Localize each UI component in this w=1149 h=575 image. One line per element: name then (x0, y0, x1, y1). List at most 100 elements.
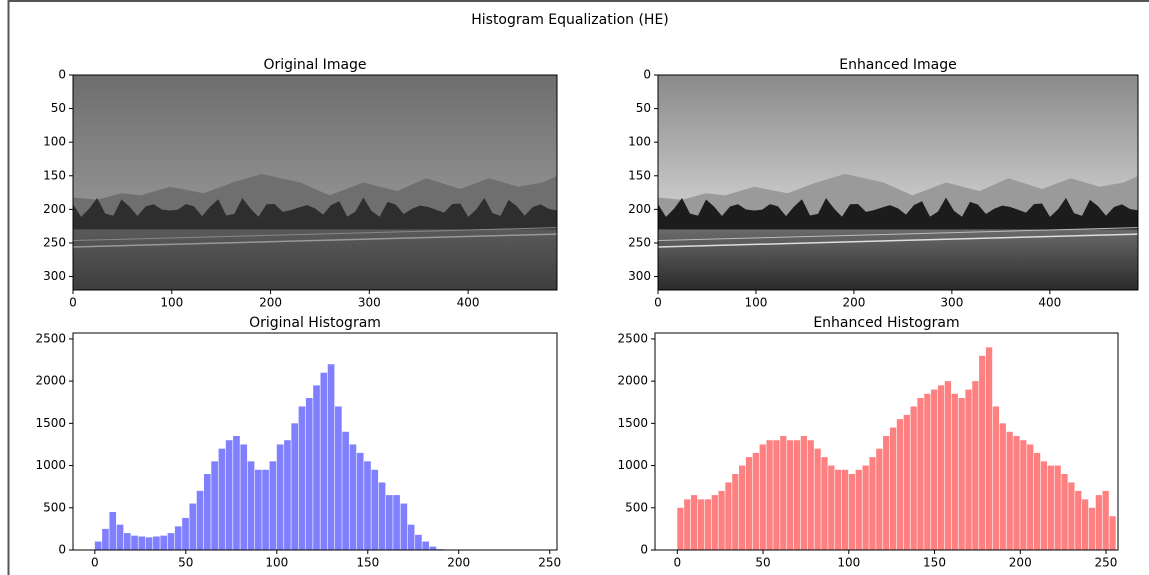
histogram-bar (342, 431, 349, 550)
histogram-bar (725, 482, 732, 550)
x-tick-label: 100 (837, 556, 860, 570)
histogram-bar (800, 436, 808, 550)
figure-title: Histogram Equalization (HE) (471, 12, 669, 28)
histogram-bar (1109, 516, 1116, 550)
histogram-bar (327, 364, 335, 550)
x-tick-label: 0 (91, 556, 99, 570)
histogram-bar (958, 398, 965, 550)
histogram-bar (814, 448, 821, 550)
histogram-bar (821, 457, 828, 550)
axes-frame (654, 332, 1119, 551)
histogram-bar (407, 524, 415, 550)
histogram-bar (855, 469, 862, 550)
histogram-bar (189, 503, 197, 550)
histogram-bar (889, 427, 897, 550)
histogram-bar (378, 482, 386, 550)
image-fence (72, 227, 558, 242)
histogram-bar (869, 457, 876, 550)
histogram-bar (116, 524, 124, 550)
histogram-bar (385, 495, 393, 550)
y-tick-label: 300 (628, 269, 651, 283)
x-tick-label: 0 (654, 296, 662, 310)
histogram-bar (773, 440, 780, 550)
histogram-bar (807, 440, 814, 550)
histogram-bar (233, 436, 240, 550)
axes: Original Image 0 100 200 300 400 0 50 100 150 200 2… (43, 57, 558, 310)
axes-frame (657, 74, 1139, 291)
histogram-bar (400, 503, 408, 550)
y-tick-label: 150 (43, 168, 66, 182)
histogram-bar (1047, 465, 1054, 550)
axes-title: Original Image (263, 57, 366, 73)
histogram-bar (160, 535, 168, 550)
histogram-bar (94, 541, 102, 550)
histogram-bar (262, 469, 269, 550)
histogram-bar (896, 419, 904, 550)
histogram-bar (153, 536, 160, 550)
histogram-bar (1027, 444, 1034, 550)
histogram-bar (1102, 490, 1109, 550)
histogram-bar (1095, 495, 1102, 550)
y-tick-label: 0 (640, 543, 648, 557)
histogram-bar (269, 461, 277, 550)
x-tick-label: 200 (259, 296, 282, 310)
x-tick-label: 250 (1095, 556, 1118, 570)
histogram-bar (415, 534, 422, 550)
y-tick-label: 250 (43, 235, 66, 249)
y-tick-label: 1500 (35, 416, 66, 430)
histogram-bar (131, 535, 138, 550)
x-tick-label: 100 (265, 556, 288, 570)
y-tick-label: 100 (43, 135, 66, 149)
x-tick-label: 100 (745, 296, 768, 310)
histogram-bar (732, 474, 739, 550)
histogram-bar (247, 461, 255, 550)
y-tick-label: 250 (628, 235, 651, 249)
histogram-bar (841, 469, 849, 550)
x-tick-label: 150 (923, 556, 946, 570)
histogram-bar (1020, 440, 1027, 550)
histogram-bar (937, 385, 945, 550)
histogram-bar (138, 536, 146, 550)
image-fence (657, 233, 1139, 248)
histogram-bar (848, 474, 856, 550)
histogram-bar (109, 512, 117, 550)
x-tick-label: 0 (673, 556, 681, 570)
y-tick-label: 300 (43, 269, 66, 283)
histogram-bar (780, 436, 787, 550)
x-tick-label: 150 (356, 556, 379, 570)
x-tick-label: 250 (538, 556, 561, 570)
histogram-bar (356, 452, 364, 550)
histogram-bar (1081, 499, 1089, 550)
x-tick-label: 400 (457, 296, 480, 310)
histogram-bar (1006, 431, 1013, 550)
x-tick-label: 200 (447, 556, 470, 570)
histogram-bar (254, 469, 262, 550)
histogram-bar (787, 440, 794, 550)
histogram-bar (924, 393, 931, 550)
histogram-bar (985, 347, 993, 550)
histogram-bar (1013, 436, 1020, 550)
y-tick-label: 100 (628, 135, 651, 149)
x-tick-label: 100 (160, 296, 183, 310)
y-tick-label: 1500 (617, 416, 648, 430)
axes: Enhanced Image 0 100 200 300 400 0 50 100 150 200 2… (628, 57, 1139, 310)
image-fence (72, 233, 558, 248)
histogram-bar (718, 490, 725, 550)
histogram-bar (1068, 482, 1075, 550)
x-tick-label: 400 (1038, 296, 1061, 310)
x-tick-label: 300 (940, 296, 963, 310)
histogram-bar (240, 444, 248, 550)
axes-title: Enhanced Histogram (813, 315, 959, 331)
histogram-bar (320, 372, 328, 550)
histogram-bar (876, 448, 883, 550)
histogram-bar (284, 440, 291, 550)
histogram-bar (313, 385, 320, 550)
histogram-bar (305, 398, 313, 550)
x-tick-label: 200 (1009, 556, 1032, 570)
histogram-bar (917, 398, 924, 550)
image-trees (73, 197, 557, 230)
y-tick-label: 2500 (617, 331, 648, 345)
x-tick-label: 50 (178, 556, 193, 570)
